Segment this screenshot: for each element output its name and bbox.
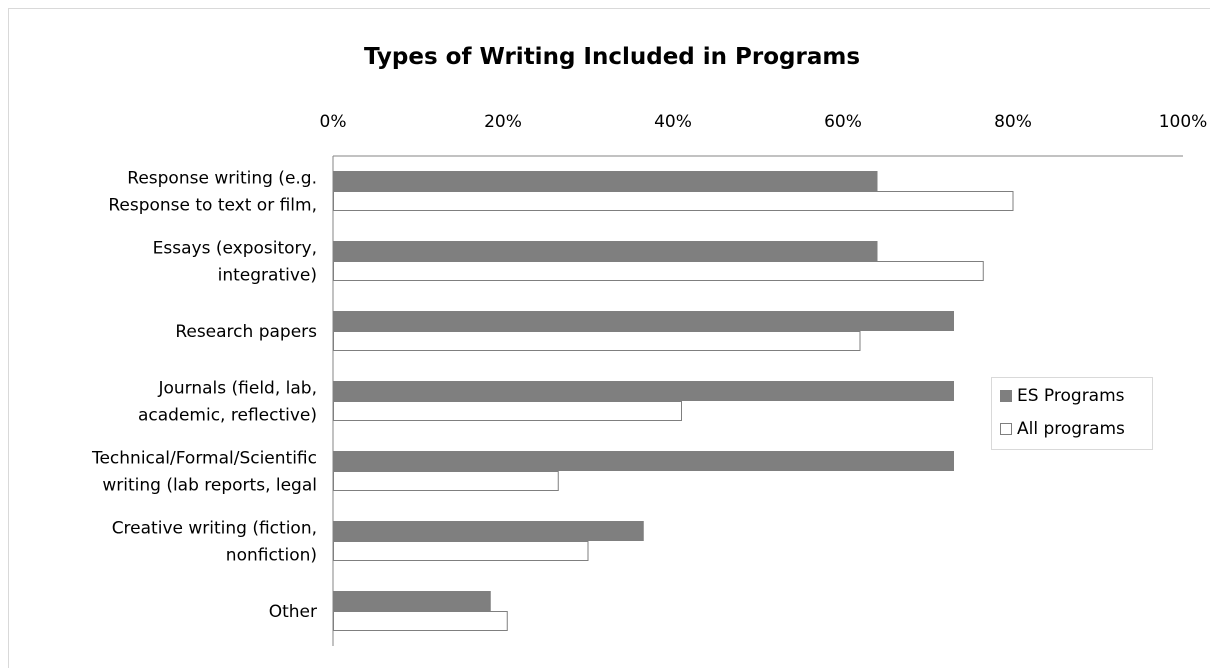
category-label: Creative writing (fiction, xyxy=(112,519,317,539)
bar-es-programs xyxy=(333,311,954,331)
legend-label-all: All programs xyxy=(1017,419,1125,439)
legend-label-es: ES Programs xyxy=(1017,386,1125,406)
category-label: Technical/Formal/Scientific xyxy=(91,449,317,469)
bar-all-programs xyxy=(333,261,984,281)
bar-es-programs xyxy=(333,171,878,191)
bar-all-programs xyxy=(333,331,861,351)
bar-es-programs xyxy=(333,451,954,471)
x-tick-label: 100% xyxy=(1159,112,1208,132)
x-tick-label: 80% xyxy=(994,112,1032,132)
category-label: Response writing (e.g. xyxy=(127,169,317,189)
legend-item-all: All programs xyxy=(1000,419,1125,439)
x-axis-ticks: 0% 20% 40% 60% 80% 100% xyxy=(320,112,1208,132)
legend-item-es: ES Programs xyxy=(1000,386,1125,406)
bar-es-programs xyxy=(333,591,491,611)
bar-es-programs xyxy=(333,241,878,261)
category-label: writing (lab reports, legal xyxy=(102,476,317,496)
category-label: Research papers xyxy=(175,322,317,342)
category-label: Response to text or film, xyxy=(108,196,317,216)
bar-all-programs xyxy=(333,191,1014,211)
bar-es-programs xyxy=(333,521,644,541)
category-label: academic, reflective) xyxy=(138,406,317,426)
category-label: integrative) xyxy=(218,266,317,286)
legend-swatch-all xyxy=(1000,423,1012,435)
x-tick-label: 20% xyxy=(484,112,522,132)
legend: ES Programs All programs xyxy=(991,377,1153,450)
chart-title: Types of Writing Included in Programs xyxy=(363,44,861,70)
legend-swatch-es xyxy=(1000,390,1012,402)
bar-all-programs xyxy=(333,471,559,491)
bar-es-programs xyxy=(333,381,954,401)
bar-all-programs xyxy=(333,541,589,561)
bar-all-programs xyxy=(333,611,508,631)
x-tick-label: 40% xyxy=(654,112,692,132)
category-label: Other xyxy=(269,602,317,622)
bar-all-programs xyxy=(333,401,682,421)
category-label: nonfiction) xyxy=(226,546,317,566)
x-tick-label: 0% xyxy=(320,112,347,132)
bars xyxy=(333,171,1014,631)
category-label: Journals (field, lab, xyxy=(157,379,317,399)
category-labels: Response writing (e.g. Response to text o… xyxy=(91,169,317,623)
category-label: Essays (expository, xyxy=(153,239,317,259)
x-tick-label: 60% xyxy=(824,112,862,132)
chart-frame xyxy=(8,8,1210,668)
